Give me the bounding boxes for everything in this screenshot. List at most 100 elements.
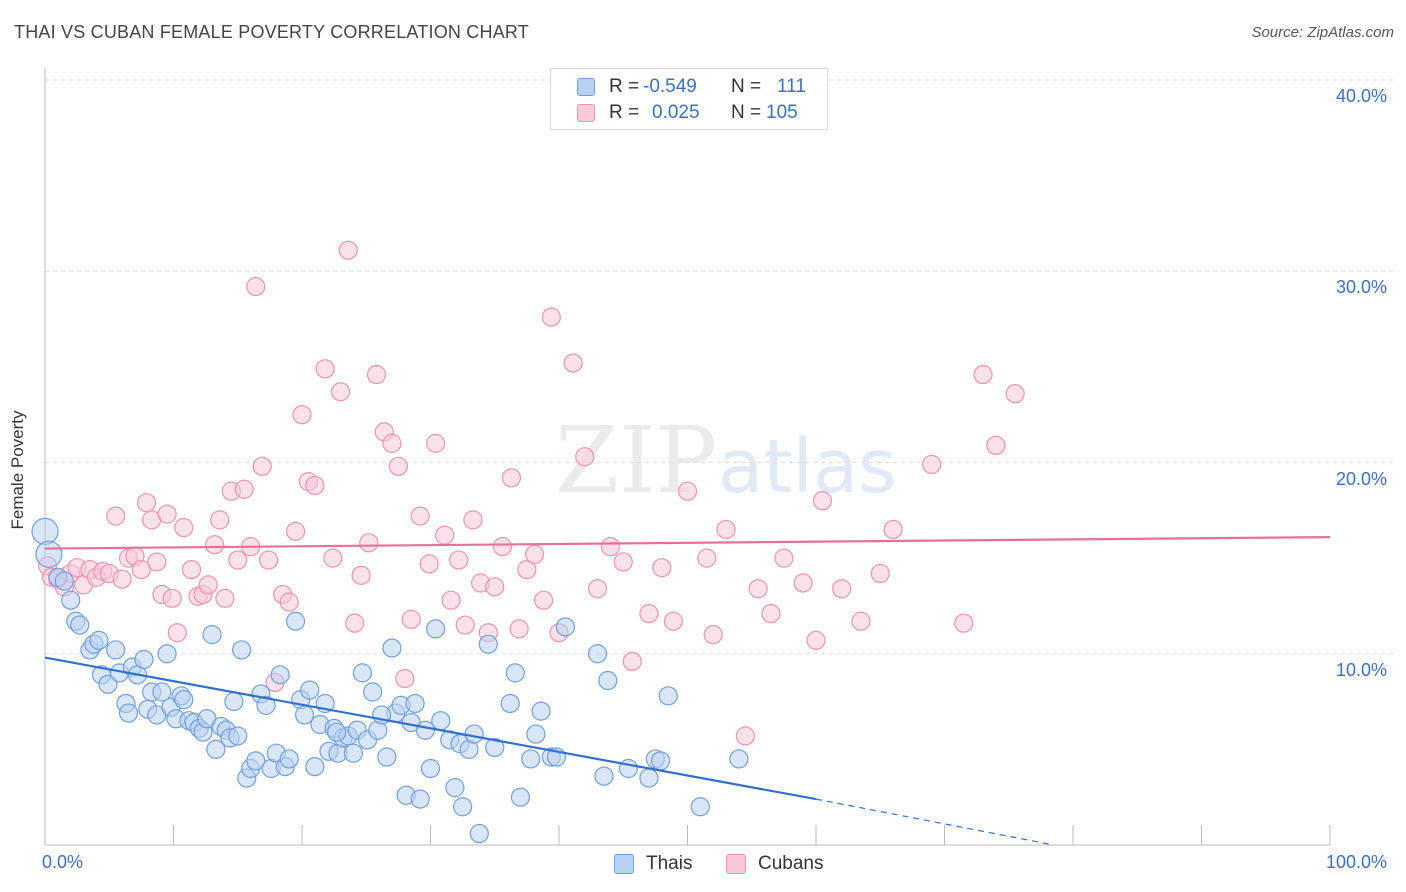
legend-swatch-cubans	[577, 104, 595, 122]
cubans-trend-line	[44, 535, 1331, 550]
y-tick-label-30: 30.0%	[1336, 277, 1388, 298]
cubans-point	[1005, 384, 1025, 404]
legend-r-label-2: R =	[609, 102, 640, 123]
cubans-point	[419, 554, 439, 574]
cubans-point	[181, 559, 202, 580]
cubans-point	[147, 552, 167, 572]
thais-point	[202, 625, 222, 645]
thais-point	[106, 640, 126, 660]
cubans-point	[157, 504, 177, 524]
legend-n-label: N =	[731, 76, 762, 97]
thais-point	[382, 638, 402, 658]
cubans-point	[215, 588, 235, 608]
cubans-point	[162, 588, 182, 608]
axes	[44, 68, 1331, 846]
thais-point	[500, 693, 520, 714]
cubans-point	[986, 435, 1006, 455]
cubans-point	[410, 506, 430, 526]
thais-point	[526, 724, 546, 744]
cubans-point	[401, 609, 421, 629]
thais-point	[521, 749, 541, 769]
thais-point	[469, 823, 489, 844]
cubans-point	[323, 548, 343, 568]
cubans-point	[198, 575, 218, 595]
cubans-point	[351, 565, 371, 585]
cubans-point	[449, 550, 469, 570]
grid-lines	[45, 79, 1395, 655]
thais-point	[256, 695, 276, 715]
thais-point	[598, 670, 618, 691]
cubans-point	[509, 619, 529, 639]
thais-point	[98, 674, 118, 694]
thais-point	[690, 797, 710, 817]
trend-lines	[44, 535, 1331, 846]
thais-point	[134, 649, 154, 670]
thais-point	[157, 644, 177, 664]
thais-point	[327, 722, 347, 742]
thais-trend-line	[44, 656, 817, 801]
cubans-point	[315, 359, 335, 379]
thais-point	[152, 682, 172, 702]
thais-point	[363, 682, 383, 702]
cubans-point	[806, 630, 826, 650]
bottom-legend-thais: Thais	[614, 851, 692, 877]
cubans-point	[735, 726, 755, 746]
cubans-point	[652, 558, 672, 578]
y-tick-label-10: 10.0%	[1336, 659, 1388, 680]
thais-point	[505, 663, 525, 683]
cubans-point	[492, 537, 513, 557]
thais-point	[31, 517, 59, 545]
cubans-point	[748, 579, 768, 599]
cubans-point	[305, 475, 325, 496]
legend-r-label: R =	[609, 76, 640, 97]
cubans-point	[622, 651, 642, 672]
cubans-point	[922, 454, 942, 475]
correlation-legend: R = -0.549 N = 111 R = 0.025 N = 105	[550, 68, 828, 130]
thais-trend-extension	[815, 798, 1054, 846]
cubans-point	[252, 456, 272, 476]
cubans-point	[541, 307, 561, 327]
cubans-point	[663, 611, 683, 631]
thais-point	[639, 768, 659, 788]
cubans-point	[382, 433, 402, 453]
thais-point	[729, 749, 749, 769]
thais-point	[270, 665, 290, 685]
thais-point	[377, 747, 397, 767]
legend-row-thais: R = -0.549 N = 111	[551, 74, 827, 100]
cubans-point	[285, 521, 306, 541]
cubans-point	[793, 573, 813, 593]
cubans-point	[167, 623, 187, 643]
cubans-point	[174, 517, 194, 538]
cubans-point	[258, 550, 279, 570]
thais-point	[555, 617, 576, 637]
cubans-point	[517, 559, 537, 580]
cubans-point	[639, 603, 659, 624]
thais-point	[426, 619, 446, 639]
thais-point	[405, 693, 425, 714]
thais-point	[35, 540, 63, 568]
cubans-point	[883, 519, 903, 540]
thais-points	[31, 517, 749, 844]
bottom-legend-swatch-cubans	[726, 854, 746, 874]
cubans-point	[774, 548, 794, 568]
cubans-point	[330, 382, 351, 402]
cubans-point	[131, 559, 151, 580]
bottom-legend-swatch-thais	[614, 854, 634, 874]
cubans-point	[136, 493, 157, 513]
thais-point	[464, 724, 484, 744]
chart-title: THAI VS CUBAN FEMALE POVERTY CORRELATION…	[14, 22, 529, 42]
legend-swatch-thais	[577, 78, 595, 96]
cubans-point	[716, 519, 736, 540]
cubans-point	[851, 611, 871, 631]
cubans-point	[112, 569, 132, 589]
cubans-point	[455, 615, 475, 635]
bottom-legend-label-thais: Thais	[646, 853, 693, 874]
thais-point	[224, 691, 244, 712]
cubans-point	[761, 603, 781, 624]
cubans-point	[524, 544, 545, 564]
cubans-point	[279, 592, 299, 612]
cubans-point	[106, 506, 126, 526]
cubans-point	[435, 525, 455, 545]
thais-point	[453, 797, 473, 817]
cubans-point	[463, 510, 483, 530]
